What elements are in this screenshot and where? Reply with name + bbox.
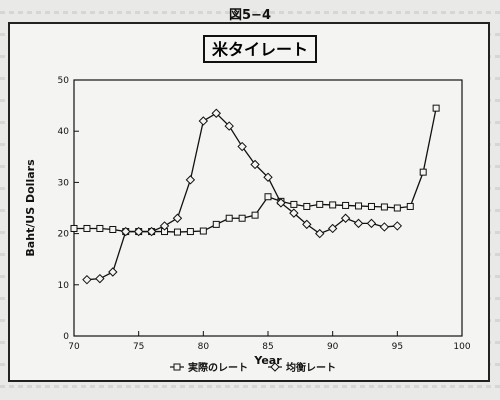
data-point-square	[367, 202, 375, 210]
x-axis-label: Year	[253, 354, 282, 367]
data-point-diamond	[121, 226, 131, 237]
chart-title: 米タイレート	[212, 40, 308, 59]
y-axis-label: Baht/US Dollars	[24, 159, 37, 257]
data-point-square	[186, 228, 194, 236]
data-point-square	[329, 201, 337, 209]
data-point-diamond	[366, 218, 377, 229]
data-point-square	[238, 214, 246, 222]
background-line	[0, 0, 500, 22]
data-point-square	[212, 220, 220, 228]
data-point-square	[342, 201, 350, 209]
data-point-diamond	[340, 213, 351, 223]
data-point-diamond	[250, 159, 260, 170]
data-point-diamond	[237, 141, 247, 152]
x-tick-label: 85	[262, 342, 273, 352]
series-actual-rate	[70, 104, 440, 236]
data-point-diamond	[263, 172, 273, 182]
data-point-diamond	[302, 219, 312, 230]
plot-area	[73, 79, 463, 337]
data-point-square	[316, 200, 324, 208]
y-tick-label: 0	[63, 332, 69, 342]
legend-item: 実際のレート	[170, 361, 248, 374]
data-point-diamond	[276, 198, 286, 208]
x-tick-label: 90	[327, 342, 339, 352]
data-point-square	[406, 202, 414, 210]
data-point-square	[70, 224, 78, 232]
data-point-diamond	[185, 175, 196, 185]
legend-item: 均衡レート	[268, 361, 336, 374]
data-point-diamond	[133, 226, 144, 237]
data-point-diamond	[392, 221, 403, 231]
data-point-diamond	[270, 362, 280, 372]
series-equilibrium-rate	[82, 108, 403, 285]
chart-title-box: 米タイレート	[203, 35, 317, 63]
data-point-square	[173, 228, 181, 236]
data-point-square	[109, 226, 117, 234]
legend: 実際のレート 均衡レート	[170, 361, 336, 374]
data-point-square	[380, 203, 388, 211]
x-axis: 70 75 80 85 90 95 100	[68, 331, 471, 352]
y-tick-label: 30	[58, 178, 70, 188]
data-point-square	[419, 168, 427, 176]
data-point-diamond	[289, 208, 299, 218]
series-line	[86, 112, 398, 281]
chart-frame: 米タイレート 0 10 20 30 40 50 70 75 80 85 90 95 100 Baht/…	[8, 22, 490, 382]
data-point-diamond	[353, 218, 364, 229]
x-tick-label: 95	[392, 342, 403, 352]
data-point-square	[173, 363, 181, 371]
data-point-square	[251, 211, 259, 219]
legend-label: 均衡レート	[286, 361, 336, 374]
data-point-diamond	[82, 274, 92, 285]
data-point-diamond	[211, 108, 221, 118]
y-tick-label: 50	[58, 76, 70, 86]
data-point-square	[432, 104, 440, 112]
y-tick-label: 20	[58, 230, 70, 240]
x-tick-label: 75	[133, 342, 144, 352]
y-axis: 0 10 20 30 40 50	[58, 76, 79, 342]
series-layer	[70, 104, 440, 285]
data-point-square	[290, 200, 298, 208]
data-point-square	[96, 224, 104, 232]
data-point-square	[264, 193, 272, 201]
legend-label: 実際のレート	[188, 361, 248, 374]
data-point-diamond	[159, 221, 170, 231]
data-point-diamond	[146, 226, 157, 237]
data-point-diamond	[108, 267, 118, 277]
data-point-square	[393, 204, 401, 212]
chart-svg: 米タイレート 0 10 20 30 40 50 70 75 80 85 90 95 100 Baht/…	[24, 35, 471, 374]
x-tick-label: 80	[198, 342, 210, 352]
x-tick-label: 70	[68, 342, 80, 352]
data-point-square	[199, 227, 207, 235]
y-tick-label: 40	[58, 127, 70, 137]
data-point-square	[225, 214, 233, 222]
data-point-square	[83, 224, 91, 232]
data-point-diamond	[172, 213, 183, 223]
x-tick-label: 100	[453, 342, 470, 352]
data-point-diamond	[379, 222, 390, 232]
data-point-diamond	[95, 273, 105, 284]
background-line	[0, 396, 500, 400]
data-point-diamond	[315, 228, 325, 239]
data-point-square	[303, 202, 311, 210]
data-point-diamond	[198, 116, 209, 126]
data-point-diamond	[224, 121, 234, 131]
figure-label: 図5−4	[229, 8, 271, 23]
data-point-diamond	[327, 223, 338, 234]
y-tick-label: 10	[58, 281, 70, 291]
data-point-square	[355, 202, 363, 210]
